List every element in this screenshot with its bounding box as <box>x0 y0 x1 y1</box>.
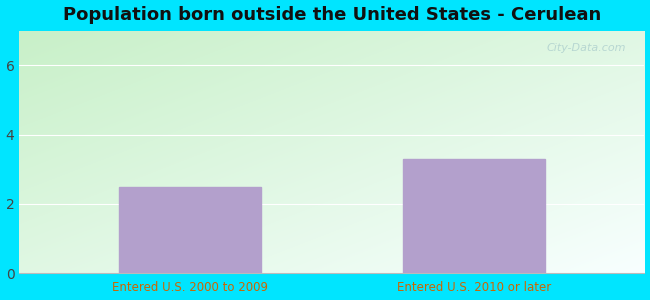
Title: Population born outside the United States - Cerulean: Population born outside the United State… <box>63 6 601 24</box>
Text: City-Data.com: City-Data.com <box>546 43 626 53</box>
Bar <box>403 159 545 273</box>
Bar <box>119 187 261 273</box>
